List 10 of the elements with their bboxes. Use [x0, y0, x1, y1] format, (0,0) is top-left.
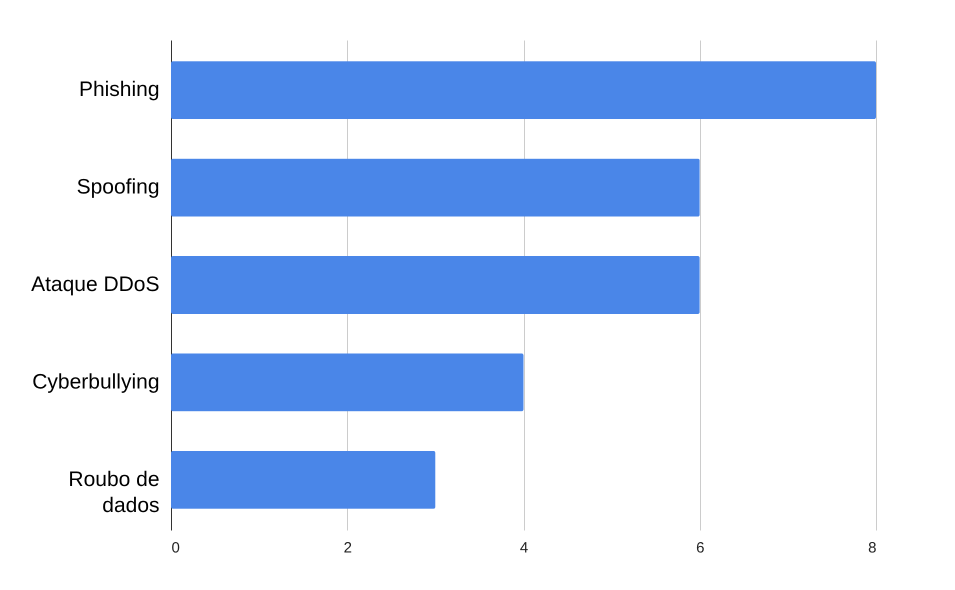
y-tick-label: Cyberbullying	[32, 370, 160, 394]
y-tick-label: Spoofing	[76, 176, 160, 199]
x-tick-label: 2	[344, 540, 352, 556]
x-tick-label: 0	[172, 540, 180, 556]
y-tick-label: Phishing	[78, 78, 160, 102]
y-tick-label: Roubo de dados	[68, 468, 160, 517]
y-tick-label: Ataque DDoS	[31, 273, 160, 296]
x-tick-label: 8	[868, 540, 876, 556]
x-tick-label: 4	[520, 540, 528, 556]
x-tick-label: 6	[696, 540, 704, 556]
